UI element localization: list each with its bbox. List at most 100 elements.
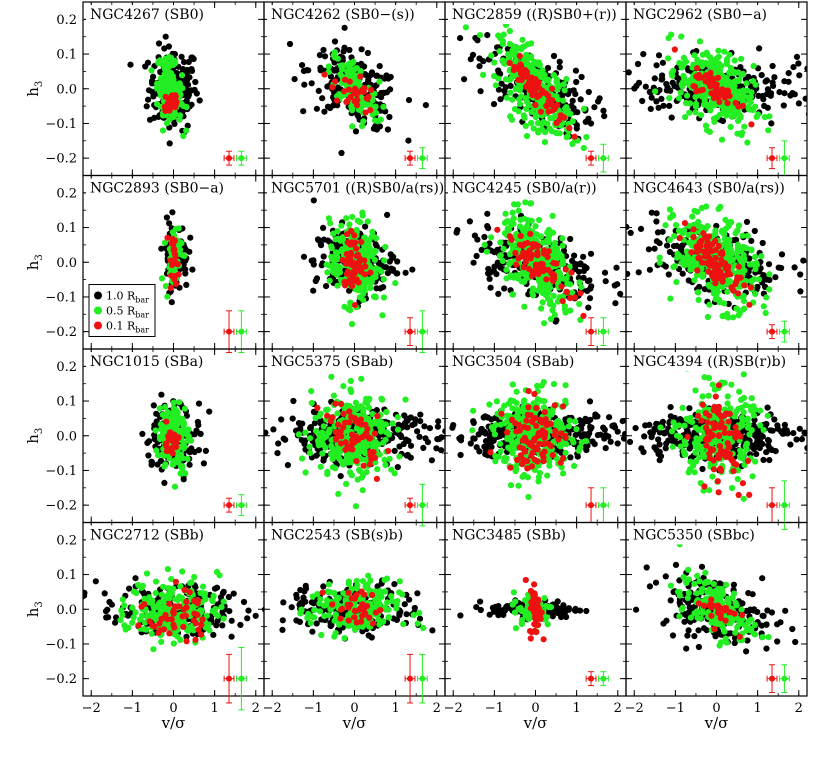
scatter-point-green bbox=[718, 136, 726, 143]
scatter-point-black bbox=[404, 424, 411, 431]
scatter-point-green bbox=[528, 40, 535, 47]
scatter-point-red bbox=[163, 448, 170, 455]
scatter-point-black bbox=[310, 197, 317, 204]
scatter-point-red bbox=[715, 242, 722, 250]
scatter-point-green bbox=[703, 127, 711, 134]
scatter-point-black bbox=[580, 253, 587, 260]
scatter-point-red bbox=[571, 294, 579, 301]
scatter-point-red bbox=[363, 95, 370, 102]
scatter-point-green bbox=[704, 103, 712, 110]
error-bar-red-point bbox=[226, 502, 233, 509]
scatter-point-green bbox=[476, 31, 484, 39]
scatter-point-black bbox=[389, 267, 396, 274]
scatter-point-green bbox=[180, 132, 187, 140]
scatter-point-black bbox=[569, 257, 576, 264]
scatter-point-black bbox=[298, 437, 305, 444]
scatter-point-green bbox=[679, 254, 687, 261]
scatter-point-green bbox=[181, 420, 188, 427]
scatter-point-black bbox=[195, 400, 203, 407]
scatter-point-green bbox=[378, 268, 385, 275]
scatter-point-black bbox=[376, 123, 383, 130]
scatter-point-black bbox=[502, 239, 509, 246]
scatter-point-black bbox=[647, 105, 654, 112]
panel-title-background bbox=[86, 352, 208, 371]
scatter-point-black bbox=[397, 432, 404, 439]
scatter-point-black bbox=[664, 242, 671, 249]
scatter-point-green bbox=[743, 80, 750, 87]
scatter-point-black bbox=[321, 108, 328, 115]
panel-1: NGC4267 (SB0) bbox=[82, 1, 265, 177]
scatter-point-black bbox=[751, 227, 758, 235]
scatter-point-green bbox=[524, 98, 531, 106]
scatter-point-green bbox=[724, 57, 731, 64]
scatter-point-green bbox=[349, 213, 356, 220]
scatter-point-black bbox=[487, 284, 494, 291]
scatter-point-black bbox=[182, 270, 189, 277]
panel-title: NGC1015 (SBa) bbox=[90, 354, 203, 370]
scatter-point-black bbox=[162, 33, 169, 40]
scatter-point-black bbox=[320, 46, 327, 54]
scatter-point-green bbox=[694, 289, 701, 296]
scatter-point-black bbox=[317, 241, 324, 248]
scatter-point-red bbox=[719, 278, 726, 285]
scatter-point-green bbox=[684, 92, 691, 99]
scatter-point-green bbox=[330, 269, 337, 276]
scatter-point-red bbox=[563, 289, 571, 296]
scatter-point-black bbox=[346, 287, 353, 294]
scatter-point-black bbox=[145, 96, 152, 103]
panel-title-background bbox=[448, 5, 621, 24]
scatter-point-green bbox=[763, 294, 770, 301]
scatter-point-green bbox=[735, 117, 742, 124]
scatter-point-red bbox=[506, 59, 513, 67]
scatter-point-green bbox=[162, 68, 170, 75]
scatter-point-green bbox=[751, 276, 758, 283]
scatter-point-green bbox=[507, 251, 514, 258]
scatter-point-green bbox=[509, 209, 516, 216]
scatter-point-green bbox=[370, 250, 377, 257]
scatter-point-black bbox=[662, 263, 669, 270]
scatter-point-green bbox=[668, 70, 675, 77]
scatter-point-green bbox=[530, 292, 537, 299]
scatter-point-red bbox=[345, 279, 352, 286]
scatter-point-black bbox=[484, 210, 491, 217]
scatter-point-black bbox=[183, 92, 190, 99]
scatter-point-red bbox=[329, 84, 336, 91]
scatter-point-green bbox=[576, 279, 583, 286]
scatter-point-black bbox=[626, 223, 630, 231]
scatter-point-green bbox=[694, 208, 701, 215]
scatter-point-black bbox=[743, 218, 751, 225]
scatter-point-black bbox=[768, 120, 775, 127]
scatter-point-black bbox=[487, 269, 494, 276]
scatter-point-green bbox=[372, 293, 379, 300]
scatter-point-green bbox=[704, 223, 711, 230]
scatter-point-red bbox=[163, 440, 170, 447]
scatter-point-green bbox=[673, 222, 680, 229]
scatter-point-black bbox=[314, 236, 322, 243]
scatter-point-black bbox=[602, 278, 609, 285]
scatter-point-green bbox=[521, 215, 528, 222]
scatter-point-green bbox=[506, 27, 513, 35]
scatter-point-black bbox=[552, 318, 559, 325]
scatter-point-black bbox=[808, 74, 814, 80]
scatter-point-black bbox=[188, 54, 195, 61]
scatter-point-green bbox=[530, 60, 537, 67]
scatter-point-black bbox=[471, 232, 478, 239]
scatter-point-black bbox=[778, 251, 786, 258]
scatter-point-red bbox=[714, 74, 722, 81]
scatter-point-green bbox=[362, 252, 369, 259]
scatter-point-green bbox=[736, 310, 743, 317]
scatter-point-black bbox=[737, 83, 744, 90]
scatter-point-green bbox=[154, 101, 161, 108]
scatter-point-black bbox=[653, 210, 660, 217]
scatter-point-black bbox=[587, 250, 595, 257]
scatter-point-green bbox=[356, 294, 363, 301]
scatter-point-green bbox=[528, 217, 535, 224]
scatter-point-green bbox=[737, 255, 744, 262]
scatter-point-black bbox=[758, 72, 765, 79]
scatter-point-black bbox=[194, 418, 201, 426]
scatter-point-black bbox=[145, 438, 153, 445]
scatter-point-green bbox=[506, 40, 514, 48]
scatter-point-red bbox=[332, 78, 339, 85]
scatter-point-green bbox=[505, 226, 513, 233]
scatter-point-green bbox=[541, 139, 549, 146]
